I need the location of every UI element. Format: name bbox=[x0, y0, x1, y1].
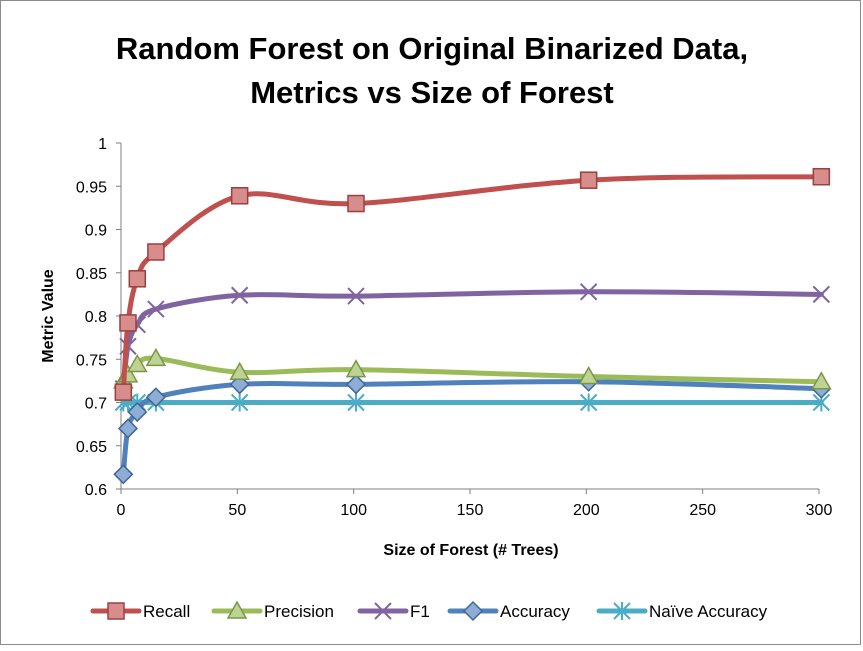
x-tick-label: 0 bbox=[117, 502, 126, 519]
data-point-accuracy bbox=[345, 374, 367, 395]
legend-label-recall: Recall bbox=[143, 602, 190, 621]
data-point-precision bbox=[811, 371, 832, 390]
data-point-precision bbox=[345, 359, 367, 378]
data-point-f1 bbox=[147, 300, 165, 318]
data-point-recall bbox=[147, 243, 165, 261]
y-tick-label: 1 bbox=[98, 136, 107, 153]
y-tick-label: 0.7 bbox=[85, 396, 107, 413]
data-point-f1 bbox=[230, 286, 249, 304]
chart-title-line-2: Metrics vs Size of Forest bbox=[250, 75, 614, 110]
series-line-precision bbox=[120, 355, 824, 385]
data-point-recall bbox=[812, 167, 831, 186]
data-point-f1 bbox=[347, 287, 365, 305]
data-point-precision bbox=[127, 353, 148, 373]
y-axis-label: Metric Value bbox=[40, 269, 57, 362]
data-point-recall bbox=[579, 171, 598, 189]
data-point-f1 bbox=[579, 283, 598, 301]
data-point-na-ve-accuracy bbox=[230, 393, 249, 412]
legend-label-na-ve-accuracy: Naïve Accuracy bbox=[649, 602, 768, 621]
legend-item-f1: F1 bbox=[357, 602, 430, 621]
y-tick-label: 0.75 bbox=[76, 352, 107, 369]
y-tick-label: 0.9 bbox=[85, 223, 107, 240]
x-axis-label: Size of Forest (# Trees) bbox=[383, 542, 558, 559]
series-line-accuracy bbox=[120, 379, 824, 477]
data-point-accuracy bbox=[113, 464, 134, 485]
chart-title-line-1: Random Forest on Original Binarized Data… bbox=[116, 31, 748, 66]
data-point-recall bbox=[114, 383, 133, 401]
y-tick-label: 0.85 bbox=[76, 266, 107, 283]
legend-marker-accuracy bbox=[462, 600, 484, 622]
data-point-recall bbox=[230, 187, 249, 205]
legend-marker-f1 bbox=[374, 602, 392, 620]
x-tick-label: 250 bbox=[689, 502, 716, 519]
series-recall bbox=[114, 167, 831, 401]
axes: 0.6 0.65 0.7 0.75 0.8 0.85 0.9 0.95 1 0 50 100 150 20… bbox=[76, 136, 833, 519]
data-point-accuracy bbox=[145, 387, 166, 408]
legend-item-na-ve-accuracy: Naïve Accuracy bbox=[596, 602, 768, 621]
legend-label-accuracy: Accuracy bbox=[500, 602, 570, 621]
data-point-f1 bbox=[812, 285, 831, 304]
data-point-recall bbox=[128, 270, 147, 288]
x-tick-label: 50 bbox=[228, 502, 246, 519]
series-line-recall bbox=[120, 174, 824, 395]
legend-item-accuracy: Accuracy bbox=[447, 600, 570, 622]
series-na-ve-accuracy bbox=[114, 393, 831, 412]
x-tick-label: 200 bbox=[573, 502, 600, 519]
data-point-precision bbox=[229, 361, 250, 380]
data-point-accuracy bbox=[127, 401, 148, 423]
y-tick-label: 0.65 bbox=[76, 439, 107, 456]
legend-marker-na-ve-accuracy bbox=[613, 602, 631, 620]
series-accuracy bbox=[113, 371, 832, 485]
data-point-accuracy bbox=[117, 418, 139, 439]
series-line-f1 bbox=[120, 289, 824, 392]
legend-item-precision: Precision bbox=[211, 600, 334, 621]
legend: Recall Precision F1 Accuracy Naïve Accuracy bbox=[90, 600, 768, 622]
data-point-precision bbox=[145, 347, 167, 367]
x-tick-label: 100 bbox=[340, 502, 367, 519]
data-point-na-ve-accuracy bbox=[579, 393, 598, 412]
data-point-precision bbox=[578, 366, 599, 385]
legend-marker-precision bbox=[226, 600, 248, 619]
data-point-na-ve-accuracy bbox=[347, 393, 365, 412]
data-point-recall bbox=[119, 314, 137, 332]
legend-item-recall: Recall bbox=[90, 602, 190, 621]
y-tick-label: 0.8 bbox=[85, 309, 107, 326]
series-precision bbox=[113, 347, 832, 390]
legend-label-f1: F1 bbox=[410, 602, 430, 621]
x-tick-label: 300 bbox=[806, 502, 833, 519]
y-tick-label: 0.6 bbox=[85, 482, 107, 499]
plot-area bbox=[113, 167, 832, 485]
series-f1 bbox=[114, 283, 831, 398]
x-tick-label: 150 bbox=[457, 502, 484, 519]
legend-label-precision: Precision bbox=[264, 602, 334, 621]
data-point-recall bbox=[347, 194, 365, 213]
y-tick-label: 0.95 bbox=[76, 179, 107, 196]
legend-marker-recall bbox=[107, 602, 125, 620]
